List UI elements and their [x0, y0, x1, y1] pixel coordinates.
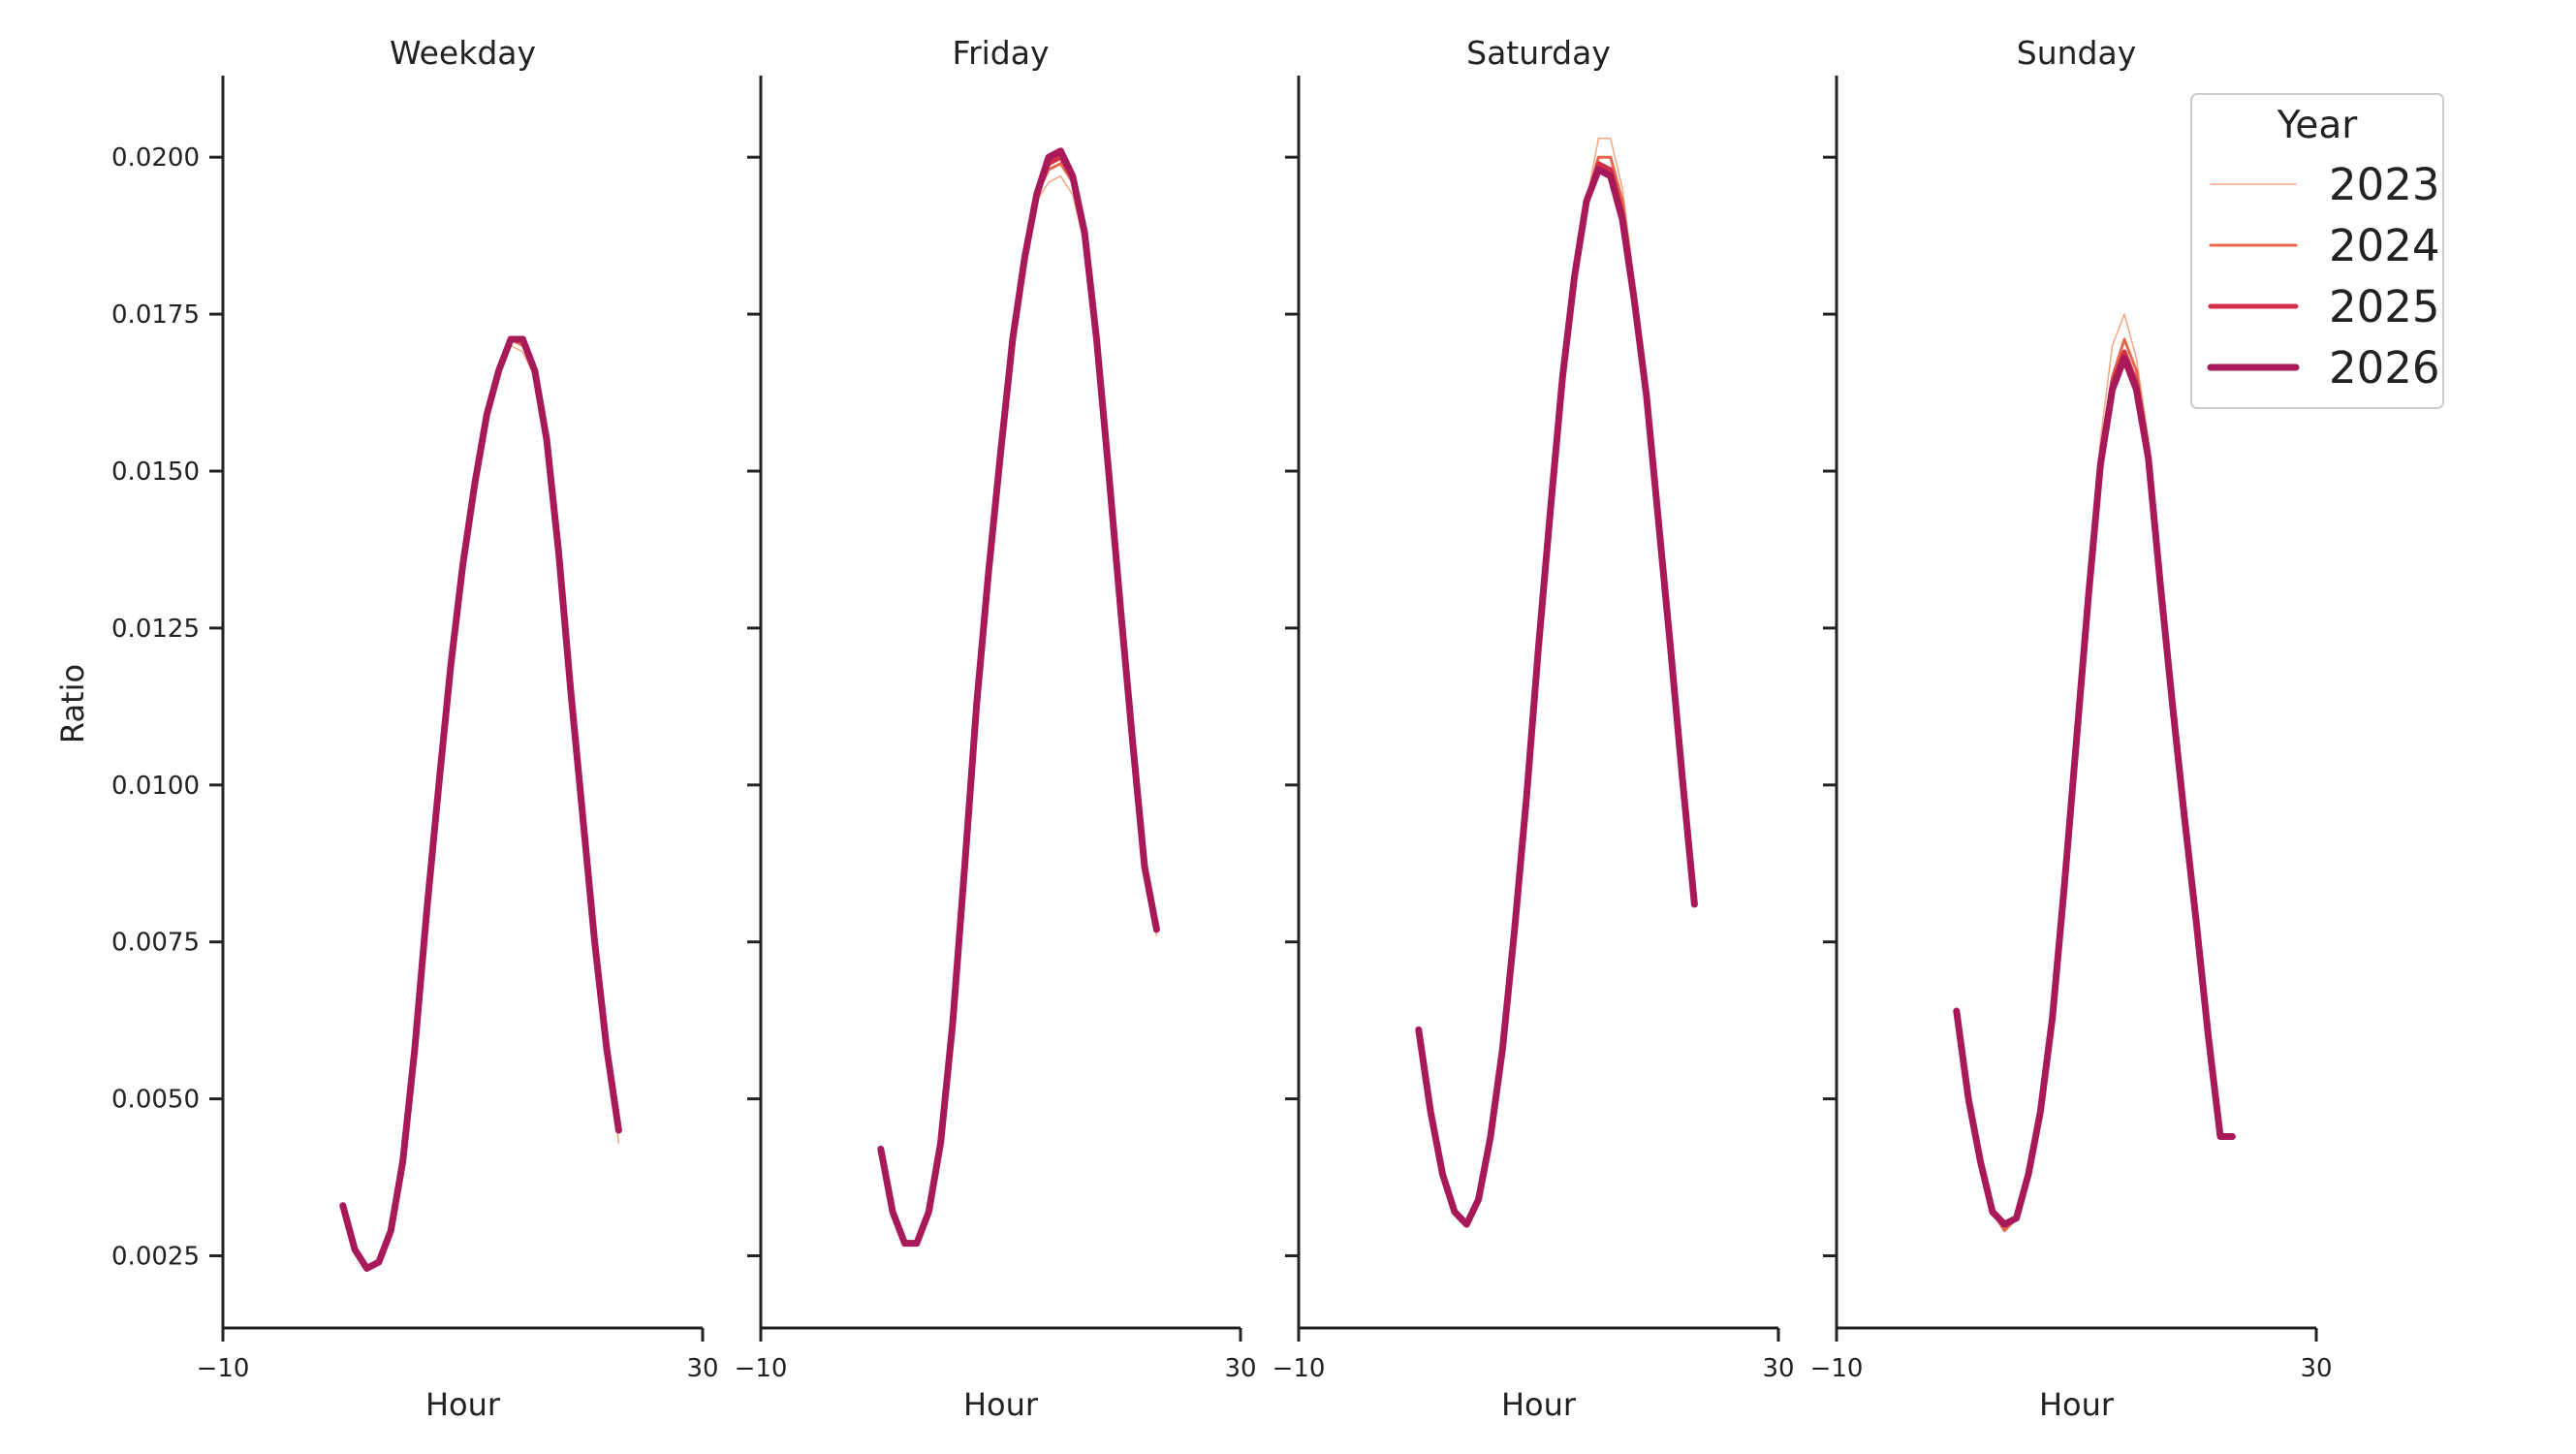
- x-tick-label: −10: [1272, 1354, 1326, 1383]
- x-tick-label: 30: [1224, 1354, 1256, 1383]
- y-tick-label: 0.0050: [111, 1086, 200, 1115]
- y-tick-label: 0.0100: [111, 772, 200, 801]
- panel-title: Sunday: [2017, 34, 2136, 72]
- panel-friday: Friday −10 30 Hour: [735, 34, 1257, 1423]
- series-line-2025: [340, 336, 621, 1271]
- y-tick-label: 0.0025: [111, 1243, 200, 1272]
- legend-entry-2024: 2024: [2329, 220, 2440, 271]
- series-line-2023: [1956, 313, 2234, 1232]
- x-tick-label: −10: [1810, 1354, 1864, 1383]
- series-line-2026: [339, 335, 622, 1272]
- chart-panels: Weekday 0.0025 0.0050 0.0075 0.0100 0.0125 0.0…: [111, 34, 2333, 1423]
- legend-entry-2025: 2025: [2329, 281, 2440, 332]
- panel-title: Saturday: [1466, 34, 1611, 72]
- x-axis-label: Hour: [963, 1386, 1039, 1423]
- series-line-2026: [877, 147, 1160, 1248]
- legend-entry-2026: 2026: [2329, 342, 2440, 394]
- legend-title: Year: [2277, 104, 2359, 147]
- legend-box: [2190, 93, 2444, 409]
- series-line-2024: [1417, 155, 1696, 1226]
- y-tick-label: 0.0200: [111, 143, 200, 173]
- panel-title: Friday: [952, 34, 1049, 72]
- x-axis-label: Hour: [1501, 1386, 1577, 1423]
- legend: Year 2023 2024 2025 2026: [2190, 93, 2444, 409]
- series-line-2025: [1416, 161, 1697, 1227]
- panel-sunday: Sunday −10 30 Hour: [1810, 34, 2333, 1423]
- legend-entry-2023: 2023: [2329, 159, 2440, 210]
- x-axis-label: Hour: [2039, 1386, 2115, 1423]
- series-line-2025: [1954, 349, 2235, 1227]
- series-line-2026: [1415, 166, 1698, 1228]
- y-axis-label: Ratio: [54, 664, 91, 743]
- panel-title: Weekday: [390, 34, 536, 72]
- x-axis-label: Hour: [425, 1386, 501, 1423]
- series-line-2023: [880, 174, 1158, 1245]
- panel-weekday: Weekday 0.0025 0.0050 0.0075 0.0100 0.0125 0.0…: [111, 34, 719, 1423]
- x-tick-label: 30: [2300, 1354, 2332, 1383]
- y-tick-label: 0.0175: [111, 300, 200, 330]
- series-line-2024: [341, 337, 620, 1270]
- panel-saturday: Saturday −10 30 Hour: [1272, 34, 1795, 1423]
- x-tick-label: 30: [686, 1354, 718, 1383]
- x-tick-label: 30: [1762, 1354, 1794, 1383]
- x-tick-label: −10: [735, 1354, 788, 1383]
- y-tick-label: 0.0075: [111, 929, 200, 958]
- series-line-2026: [1953, 354, 2236, 1228]
- series-line-2023: [342, 344, 620, 1270]
- y-tick-label: 0.0150: [111, 458, 200, 487]
- series-line-2023: [1418, 138, 1696, 1225]
- series-line-2024: [879, 162, 1158, 1246]
- series-line-2024: [1955, 337, 2234, 1233]
- x-tick-label: −10: [197, 1354, 250, 1383]
- y-tick-label: 0.0125: [111, 615, 200, 644]
